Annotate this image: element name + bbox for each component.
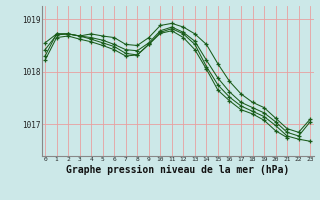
X-axis label: Graphe pression niveau de la mer (hPa): Graphe pression niveau de la mer (hPa) [66,165,289,175]
